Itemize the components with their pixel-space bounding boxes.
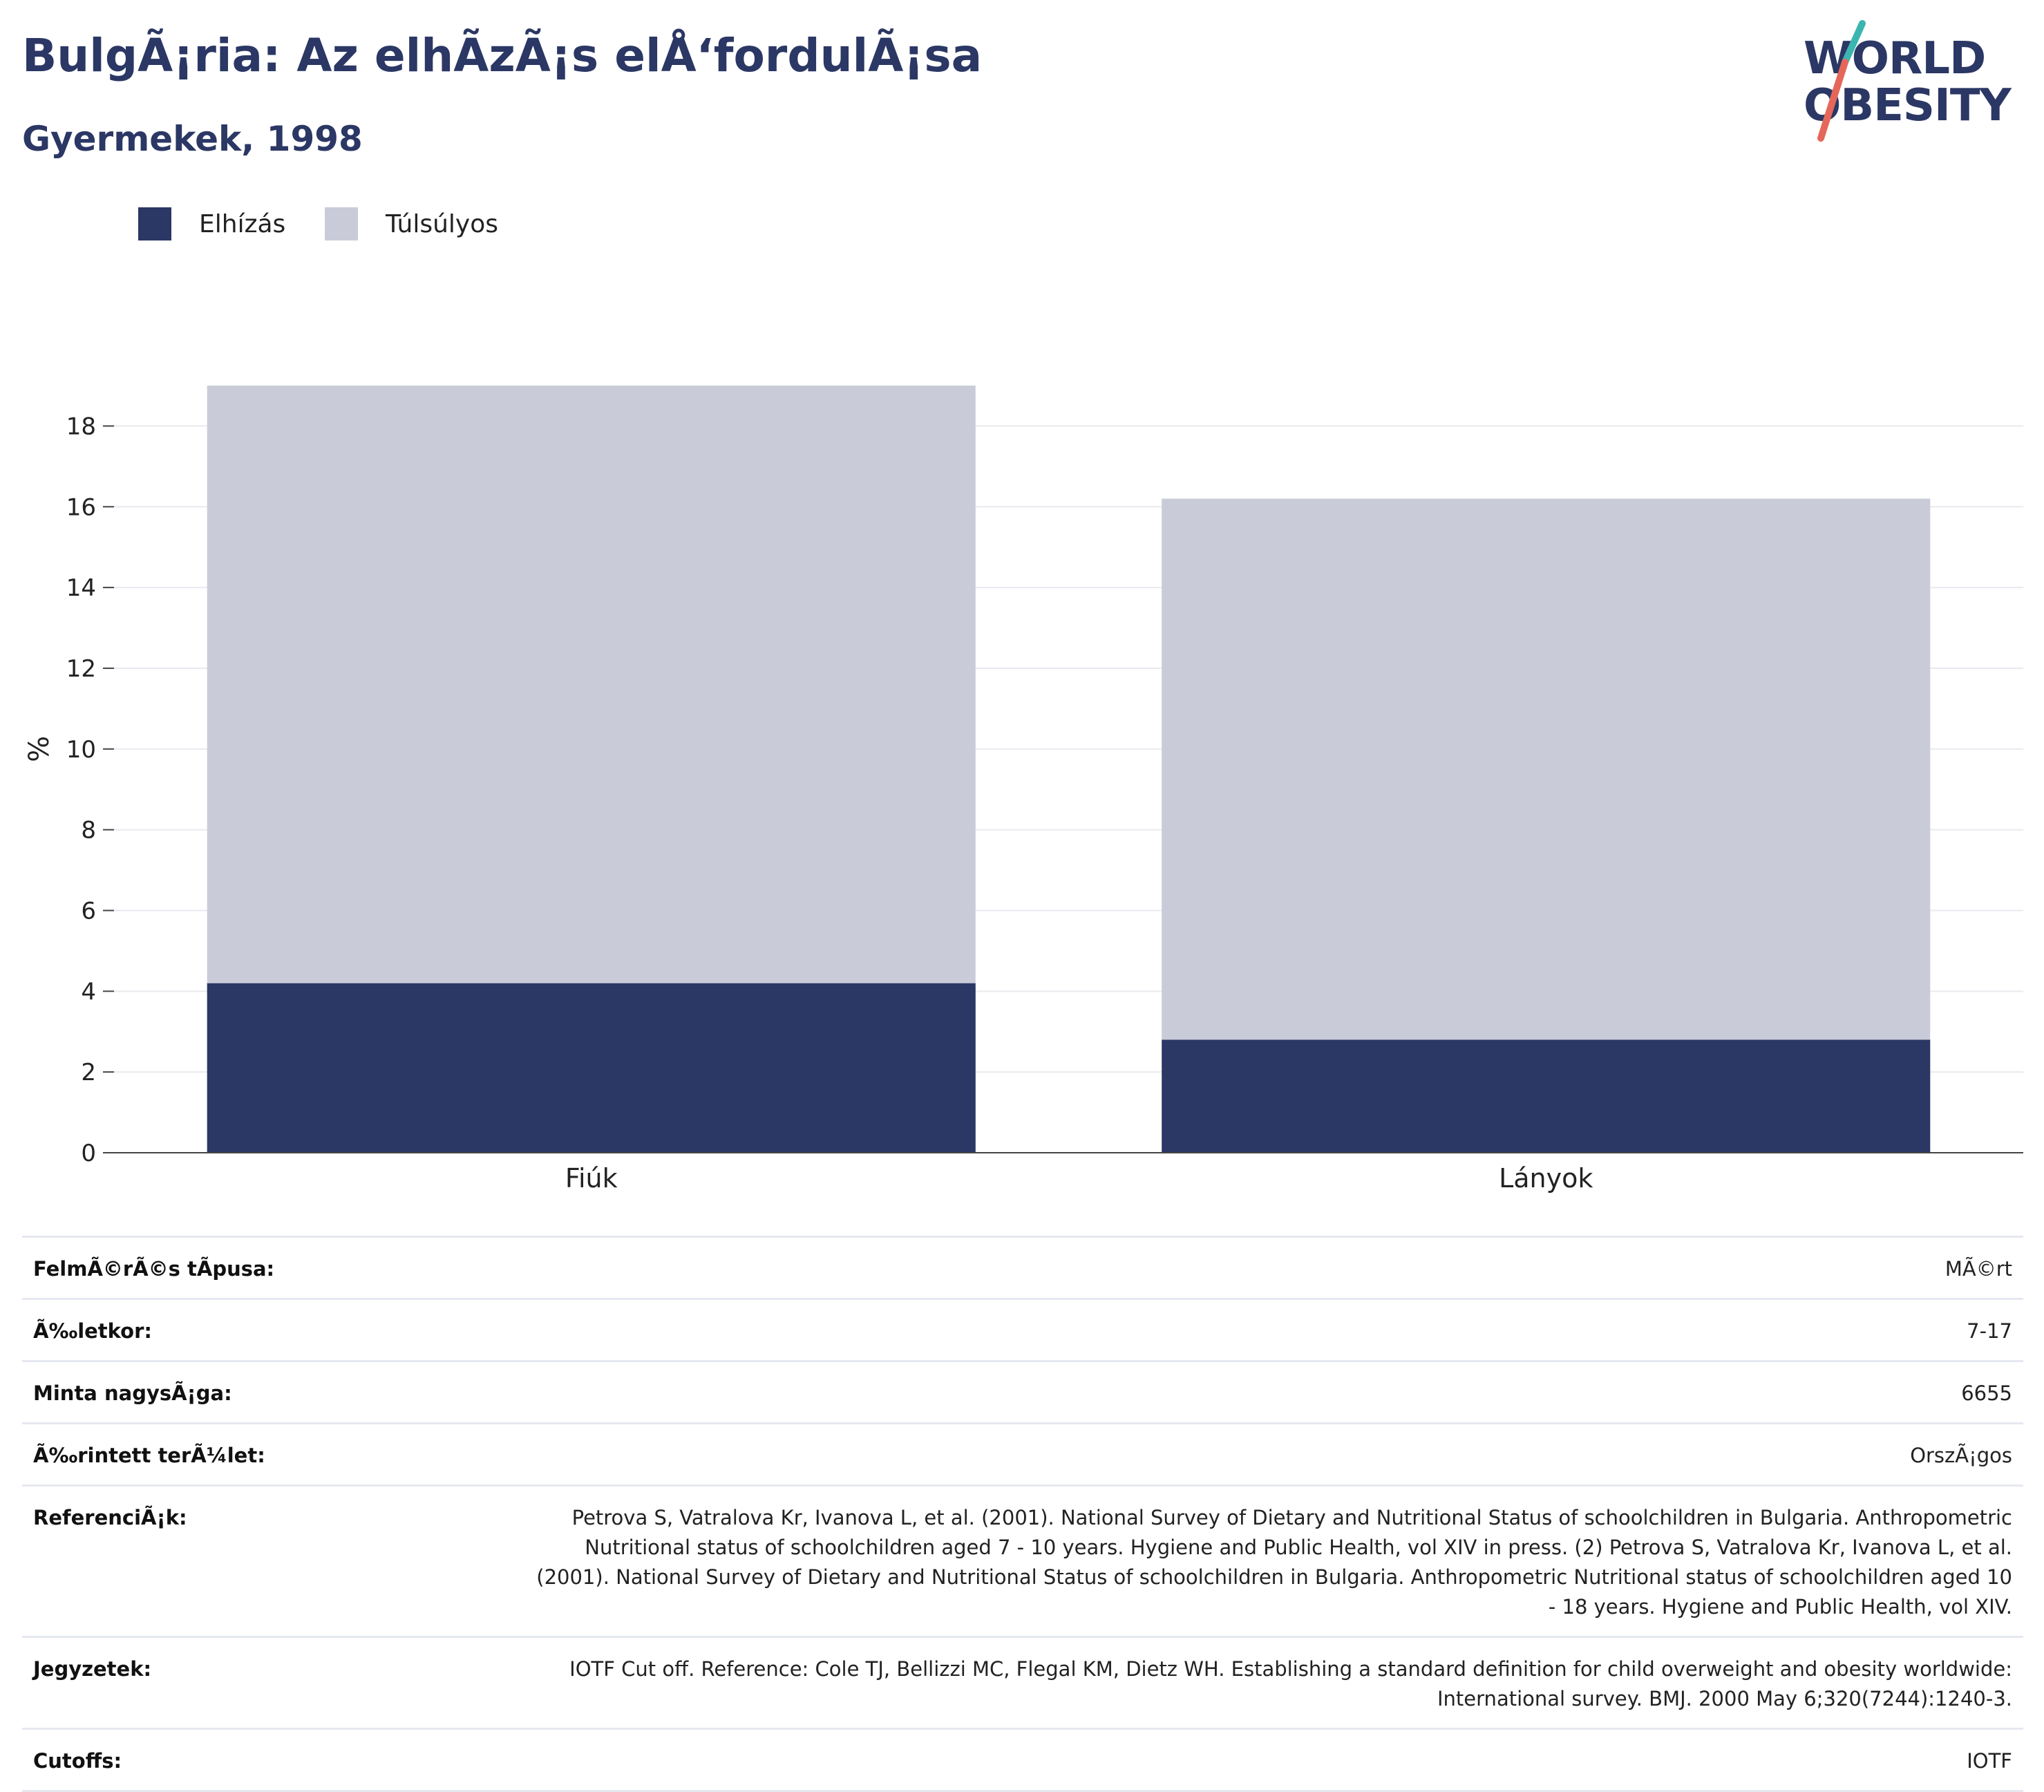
info-value: Petrova S, Vatralova Kr, Ivanova L, et a…	[536, 1506, 2012, 1619]
stacked-bar-chart: 0 2 4 6 8 10 12 14 16 18% Fiúk Lányok	[23, 386, 2023, 1194]
chart-subtitle: Gyermekek, 1998	[22, 119, 363, 159]
info-label: FelmÃ©rÃ©s tÃpusa:	[33, 1257, 275, 1281]
info-row-cutoffs: Cutoffs: IOTF	[22, 1728, 2023, 1792]
info-value: IOTF Cut off. Reference: Cole TJ, Belliz…	[569, 1657, 2012, 1710]
x-category-label: Lányok	[1499, 1163, 1593, 1194]
y-tick-label: 10	[66, 736, 96, 764]
logo-text-world: WORLD	[1804, 33, 1986, 84]
info-value: IOTF	[1967, 1749, 2012, 1773]
info-row-sample-size: Minta nagysÃ¡ga: 6655	[22, 1360, 2023, 1422]
y-tick-label: 2	[81, 1059, 96, 1086]
info-label: Ã‰letkor:	[33, 1319, 153, 1343]
info-value: 7-17	[1967, 1319, 2012, 1343]
info-label: Ã‰rintett terÃ¼let:	[33, 1444, 265, 1467]
legend-swatch-obesity	[138, 207, 171, 240]
bar-overweight	[207, 386, 976, 983]
info-label: ReferenciÃ¡k:	[33, 1506, 187, 1529]
bar-overweight	[1162, 498, 1931, 1040]
logo-slash-icon	[1817, 20, 1866, 142]
legend-item-obesity[interactable]: Elhízás	[138, 206, 285, 242]
info-row-area: Ã‰rintett terÃ¼let: OrszÃ¡gos	[22, 1422, 2023, 1484]
legend-label-obesity: Elhízás	[199, 209, 286, 238]
y-axis-label: %	[23, 736, 55, 762]
info-row-age: Ã‰letkor: 7-17	[22, 1298, 2023, 1360]
logo-slash-coral	[1817, 59, 1848, 142]
logo-slash-teal	[1842, 20, 1866, 66]
survey-info-table: FelmÃ©rÃ©s tÃpusa: MÃ©rt Ã‰letkor: 7-17 …	[22, 1236, 2023, 1792]
y-tick-label: 0	[81, 1140, 96, 1167]
info-label: Jegyzetek:	[33, 1657, 152, 1681]
x-category-label: Fiúk	[565, 1163, 618, 1194]
info-label: Minta nagysÃ¡ga:	[33, 1381, 232, 1405]
y-tick-label: 4	[81, 978, 96, 1006]
info-row-notes: Jegyzetek: IOTF Cut off. Reference: Cole…	[22, 1636, 2023, 1728]
legend-item-overweight[interactable]: Túlsúlyos	[325, 206, 498, 242]
world-obesity-logo: WORLD OBESITY	[1804, 19, 2032, 151]
y-tick-label: 18	[66, 413, 96, 440]
bar-obesity	[1162, 1039, 1931, 1153]
legend-label-overweight: Túlsúlyos	[386, 209, 499, 238]
info-row-references: ReferenciÃ¡k: Petrova S, Vatralova Kr, I…	[22, 1484, 2023, 1636]
legend-swatch-overweight	[325, 207, 358, 240]
chart-title: BulgÃ¡ria: Az elhÃ­zÃ¡s elÅ‘fordulÃ¡sa	[22, 29, 983, 82]
info-value: OrszÃ¡gos	[1910, 1444, 2012, 1467]
y-tick-label: 16	[66, 493, 96, 521]
info-row-survey-type: FelmÃ©rÃ©s tÃpusa: MÃ©rt	[22, 1236, 2023, 1298]
info-value: 6655	[1961, 1381, 2012, 1405]
y-tick-label: 12	[66, 655, 96, 683]
info-value: MÃ©rt	[1944, 1257, 2012, 1281]
y-tick-label: 14	[66, 574, 96, 602]
info-label: Cutoffs:	[33, 1749, 122, 1773]
bar-obesity	[207, 983, 976, 1153]
y-tick-label: 6	[81, 897, 96, 925]
y-tick-label: 8	[81, 817, 96, 845]
